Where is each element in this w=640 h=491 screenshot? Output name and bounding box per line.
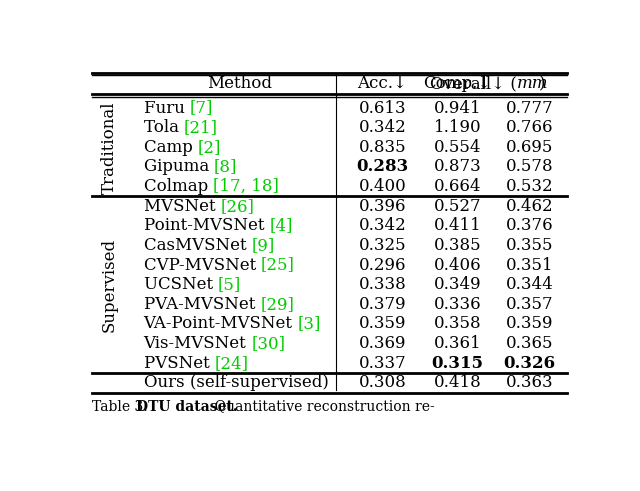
Text: Camp: Camp xyxy=(143,139,198,156)
Text: PVA-MVSNet: PVA-MVSNet xyxy=(143,296,260,313)
Text: DTU dataset.: DTU dataset. xyxy=(136,400,237,413)
Text: ): ) xyxy=(539,75,545,92)
Text: [9]: [9] xyxy=(252,237,275,254)
Text: 0.873: 0.873 xyxy=(433,159,481,175)
Text: 0.361: 0.361 xyxy=(434,335,481,352)
Text: 0.342: 0.342 xyxy=(358,218,406,234)
Text: [21]: [21] xyxy=(184,119,218,136)
Text: Gipuma: Gipuma xyxy=(143,159,214,175)
Text: Ours (self-supervised): Ours (self-supervised) xyxy=(143,375,328,391)
Text: 0.411: 0.411 xyxy=(433,218,481,234)
Text: Supervised: Supervised xyxy=(101,238,118,332)
Text: VA-Point-MVSNet: VA-Point-MVSNet xyxy=(143,316,298,332)
Text: Furu: Furu xyxy=(143,100,189,116)
Text: 0.379: 0.379 xyxy=(358,296,406,313)
Text: Point-MVSNet: Point-MVSNet xyxy=(143,218,269,234)
Text: [2]: [2] xyxy=(198,139,221,156)
Text: [5]: [5] xyxy=(218,276,241,293)
Text: 0.941: 0.941 xyxy=(434,100,481,116)
Text: 0.349: 0.349 xyxy=(434,276,481,293)
Text: 0.527: 0.527 xyxy=(434,198,481,215)
Text: 0.664: 0.664 xyxy=(434,178,481,195)
Text: 1.190: 1.190 xyxy=(434,119,481,136)
Text: 0.296: 0.296 xyxy=(358,257,406,273)
Text: CasMVSNet: CasMVSNet xyxy=(143,237,252,254)
Text: 0.578: 0.578 xyxy=(506,159,554,175)
Text: 0.532: 0.532 xyxy=(506,178,554,195)
Text: UCSNet: UCSNet xyxy=(143,276,218,293)
Text: [29]: [29] xyxy=(260,296,294,313)
Text: 0.835: 0.835 xyxy=(358,139,406,156)
Text: 0.342: 0.342 xyxy=(358,119,406,136)
Text: CVP-MVSNet: CVP-MVSNet xyxy=(143,257,261,273)
Text: [3]: [3] xyxy=(298,316,321,332)
Text: 0.359: 0.359 xyxy=(358,316,406,332)
Text: 0.357: 0.357 xyxy=(506,296,554,313)
Text: [8]: [8] xyxy=(214,159,237,175)
Text: 0.359: 0.359 xyxy=(506,316,553,332)
Text: Acc.↓: Acc.↓ xyxy=(357,75,407,92)
Text: Method: Method xyxy=(207,75,272,92)
Text: 0.766: 0.766 xyxy=(506,119,553,136)
Text: Vis-MVSNet: Vis-MVSNet xyxy=(143,335,252,352)
Text: Tola: Tola xyxy=(143,119,184,136)
Text: Traditional: Traditional xyxy=(101,101,118,193)
Text: 0.554: 0.554 xyxy=(434,139,481,156)
Text: 0.400: 0.400 xyxy=(358,178,406,195)
Text: 0.385: 0.385 xyxy=(434,237,481,254)
Text: MVSNet: MVSNet xyxy=(143,198,220,215)
Text: PVSNet: PVSNet xyxy=(143,355,214,372)
Text: 0.315: 0.315 xyxy=(431,355,483,372)
Text: 0.336: 0.336 xyxy=(434,296,481,313)
Text: 0.325: 0.325 xyxy=(358,237,406,254)
Text: 0.326: 0.326 xyxy=(504,355,556,372)
Text: 0.396: 0.396 xyxy=(358,198,406,215)
Text: 0.351: 0.351 xyxy=(506,257,554,273)
Text: Comp.↓: Comp.↓ xyxy=(423,75,492,92)
Text: 0.695: 0.695 xyxy=(506,139,553,156)
Text: 0.355: 0.355 xyxy=(506,237,553,254)
Text: 0.344: 0.344 xyxy=(506,276,554,293)
Text: 0.369: 0.369 xyxy=(358,335,406,352)
Text: [30]: [30] xyxy=(252,335,285,352)
Text: 0.338: 0.338 xyxy=(358,276,406,293)
Text: 0.358: 0.358 xyxy=(434,316,481,332)
Text: [7]: [7] xyxy=(189,100,213,116)
Text: mm: mm xyxy=(517,75,548,92)
Text: 0.363: 0.363 xyxy=(506,375,554,391)
Text: 0.365: 0.365 xyxy=(506,335,553,352)
Text: [24]: [24] xyxy=(214,355,248,372)
Text: 0.308: 0.308 xyxy=(358,375,406,391)
Text: Colmap: Colmap xyxy=(143,178,213,195)
Text: 0.613: 0.613 xyxy=(358,100,406,116)
Text: [26]: [26] xyxy=(220,198,254,215)
Text: Overall↓ (: Overall↓ ( xyxy=(430,75,517,92)
Text: [17, 18]: [17, 18] xyxy=(213,178,279,195)
Text: 0.283: 0.283 xyxy=(356,159,408,175)
Text: 0.462: 0.462 xyxy=(506,198,554,215)
Text: 0.418: 0.418 xyxy=(433,375,481,391)
Text: [4]: [4] xyxy=(269,218,292,234)
Text: 0.777: 0.777 xyxy=(506,100,554,116)
Text: Table 3:: Table 3: xyxy=(92,400,147,413)
Text: 0.376: 0.376 xyxy=(506,218,554,234)
Text: 0.406: 0.406 xyxy=(434,257,481,273)
Text: Quantitative reconstruction re-: Quantitative reconstruction re- xyxy=(206,400,435,413)
Text: 0.337: 0.337 xyxy=(358,355,406,372)
Text: [25]: [25] xyxy=(261,257,295,273)
